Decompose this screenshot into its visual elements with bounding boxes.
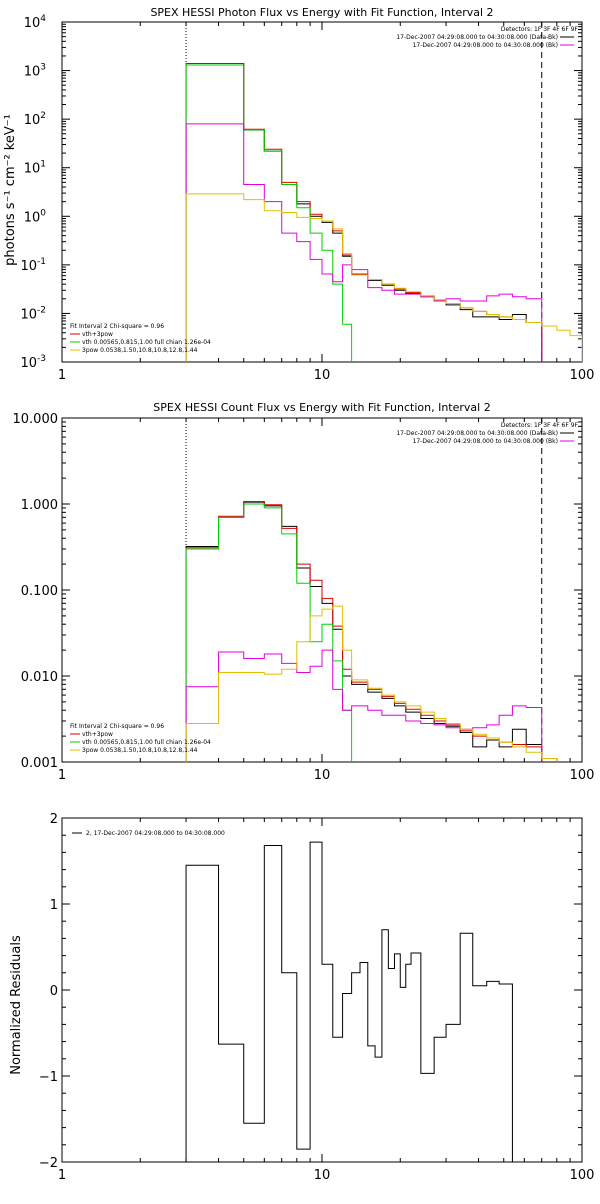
series-line-2 xyxy=(185,64,353,362)
y-tick-label: 0.100 xyxy=(21,584,58,599)
legend-entry: 2, 17-Dec-2007 04:29:08.000 to 04:30:08.… xyxy=(86,830,225,837)
series-line-4 xyxy=(185,193,582,362)
legend-entry: vth+3pow xyxy=(82,331,113,338)
series-line-1 xyxy=(185,500,543,762)
series-group xyxy=(185,841,513,1162)
y-tick-label: 0.010 xyxy=(21,670,58,685)
legend-detectors: Detectors: 1F 3F 4F 6F 9F xyxy=(501,422,579,429)
count-flux-panel: SPEX HESSI Count Flux vs Energy with Fit… xyxy=(13,401,595,783)
x-tick-label: 100 xyxy=(570,768,595,783)
residuals-panel: Normalized Residuals 1 10 100 −2 −1 0 1 2 2, 17-… xyxy=(9,812,594,1183)
x-tick-label: 10 xyxy=(314,368,331,383)
legend-fit-title: Fit Interval 2 Chi-square = 0.96 xyxy=(70,723,164,730)
y-tick-label: 10.000 xyxy=(13,412,59,427)
y-tick-label: 10-2 xyxy=(20,305,46,322)
legend-entry: 17-Dec-2007 04:29:08.000 to 04:30:08.000… xyxy=(396,34,558,41)
series-group xyxy=(185,500,558,762)
plot-frame xyxy=(61,21,583,363)
y-tick-label: −2 xyxy=(39,1156,58,1171)
series-line-0 xyxy=(185,501,543,762)
series-line-3 xyxy=(185,123,543,362)
x-tick-label: 100 xyxy=(570,1168,595,1183)
y-tick-label: 103 xyxy=(24,63,46,80)
y-tick-label: −1 xyxy=(39,1070,58,1085)
legend-entry: vth 0.00565,0.815,1.00 full chian 1.26e-… xyxy=(82,339,211,346)
y-tick-label: 104 xyxy=(24,14,47,31)
legend-entry: 17-Dec-2007 04:29:08.000 to 04:30:08.000… xyxy=(396,430,558,437)
y-tick-label: 0.001 xyxy=(21,756,58,771)
series-line-1 xyxy=(185,62,543,362)
series-line-3 xyxy=(185,649,543,762)
residuals-ylabel: Normalized Residuals xyxy=(9,935,24,1075)
y-tick-label: 10-3 xyxy=(20,354,46,371)
series-line-4 xyxy=(185,605,558,762)
y-tick-label: 100 xyxy=(24,208,47,225)
y-tick-label: 1.000 xyxy=(21,498,58,513)
legend-entry: 3pow 0.0538,1.50,10.8,10.8,12.8,1.44 xyxy=(82,747,198,754)
x-tick-label: 1 xyxy=(58,1168,66,1183)
y-tick-label: 0 xyxy=(50,984,58,999)
series-line-0 xyxy=(185,841,513,1162)
photon-flux-title: SPEX HESSI Photon Flux vs Energy with Fi… xyxy=(150,6,493,19)
x-tick-label: 100 xyxy=(570,368,595,383)
photon-flux-panel: SPEX HESSI Photon Flux vs Energy with Fi… xyxy=(3,6,594,383)
x-tick-label: 10 xyxy=(314,1168,331,1183)
x-tick-label: 1 xyxy=(58,368,66,383)
legend-entry: vth 0.00565,0.815,1.00 full chian 1.26e-… xyxy=(82,739,211,746)
series-line-0 xyxy=(185,62,543,362)
legend-entry: 17-Dec-2007 04:29:08.000 to 04:30:08.000… xyxy=(413,438,558,445)
series-group xyxy=(185,62,582,362)
legend-entry: vth+3pow xyxy=(82,731,113,738)
legend-entry: 3pow 0.0538,1.50,10.8,10.8,12.8,1.44 xyxy=(82,347,198,354)
y-tick-label: 10-1 xyxy=(20,257,46,274)
legend-detectors: Detectors: 1F 3F 4F 6F 9F xyxy=(501,26,579,33)
y-tick-label: 2 xyxy=(50,812,58,827)
photon-flux-ylabel: photons s⁻¹ cm⁻² keV⁻¹ xyxy=(3,114,18,266)
legend-entry: 17-Dec-2007 04:29:08.000 to 04:30:08.000… xyxy=(413,42,558,49)
series-line-2 xyxy=(185,503,353,762)
x-tick-label: 1 xyxy=(58,768,66,783)
legend-fit-title: Fit Interval 2 Chi-square = 0.96 xyxy=(70,323,164,330)
y-tick-label: 1 xyxy=(50,898,58,913)
y-tick-label: 102 xyxy=(24,111,46,128)
count-flux-title: SPEX HESSI Count Flux vs Energy with Fit… xyxy=(153,401,490,414)
x-tick-label: 10 xyxy=(314,768,331,783)
y-tick-label: 101 xyxy=(24,160,46,177)
